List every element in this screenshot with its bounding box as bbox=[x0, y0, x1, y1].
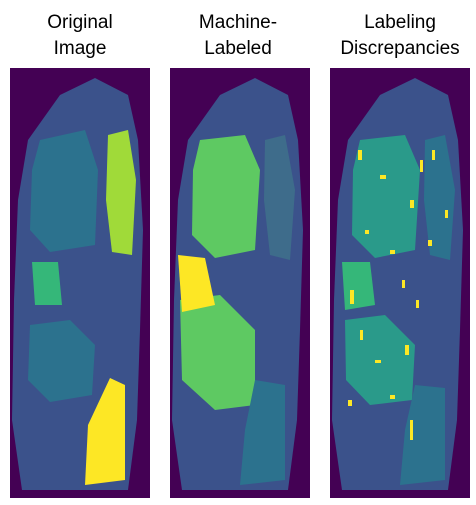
region bbox=[342, 262, 375, 310]
figure: Original Image Machine- Labeled Labeling… bbox=[0, 0, 476, 505]
region bbox=[32, 262, 62, 305]
panel-title: Labeling bbox=[364, 12, 436, 33]
region bbox=[352, 135, 420, 258]
panel-machine-labeled bbox=[170, 68, 310, 498]
panel-title: Original bbox=[47, 12, 112, 33]
panel-original bbox=[10, 68, 150, 498]
panel-discrepancies bbox=[330, 68, 470, 498]
panel-title: Discrepancies bbox=[340, 38, 459, 59]
region bbox=[30, 130, 98, 252]
panel-title: Image bbox=[54, 38, 107, 59]
panel-title: Machine- bbox=[199, 12, 277, 33]
panel-title: Labeled bbox=[204, 38, 272, 59]
region bbox=[192, 135, 260, 258]
